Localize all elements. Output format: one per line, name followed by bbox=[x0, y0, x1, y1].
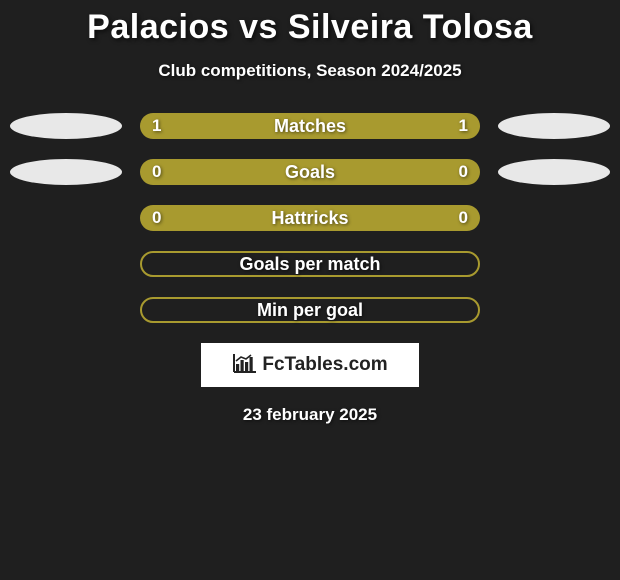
stat-row: 0 Goals 0 bbox=[0, 159, 620, 185]
logo-text: FcTables.com bbox=[262, 354, 387, 376]
stat-row: Goals per match bbox=[0, 251, 620, 277]
stat-bar: 1 Matches 1 bbox=[140, 113, 480, 139]
stat-value-right: 1 bbox=[459, 116, 468, 136]
player-ellipse-left bbox=[10, 159, 122, 185]
spacer bbox=[498, 297, 610, 323]
spacer bbox=[498, 205, 610, 231]
date-label: 23 february 2025 bbox=[0, 405, 620, 425]
stat-bar: 0 Goals 0 bbox=[140, 159, 480, 185]
page-title: Palacios vs Silveira Tolosa bbox=[0, 8, 620, 47]
spacer bbox=[10, 251, 122, 277]
stat-rows: 1 Matches 1 0 Goals 0 0 Hattricks 0 Goals per mat… bbox=[0, 113, 620, 323]
stat-label: Min per goal bbox=[257, 300, 363, 321]
stat-bar: 0 Hattricks 0 bbox=[140, 205, 480, 231]
bar-chart-icon bbox=[232, 352, 258, 379]
stat-row: 1 Matches 1 bbox=[0, 113, 620, 139]
comparison-infographic: Palacios vs Silveira Tolosa Club competi… bbox=[0, 0, 620, 425]
stat-label: Goals per match bbox=[239, 254, 380, 275]
logo-box: FcTables.com bbox=[201, 343, 419, 387]
stat-label: Matches bbox=[274, 116, 346, 137]
spacer bbox=[10, 297, 122, 323]
player-ellipse-right bbox=[498, 113, 610, 139]
stat-label: Hattricks bbox=[271, 208, 348, 229]
stat-value-left: 1 bbox=[152, 116, 161, 136]
player-ellipse-right bbox=[498, 159, 610, 185]
stat-value-right: 0 bbox=[459, 208, 468, 228]
player-ellipse-left bbox=[10, 113, 122, 139]
spacer bbox=[10, 205, 122, 231]
stat-row: Min per goal bbox=[0, 297, 620, 323]
stat-bar: Goals per match bbox=[140, 251, 480, 277]
subtitle: Club competitions, Season 2024/2025 bbox=[0, 61, 620, 81]
stat-value-left: 0 bbox=[152, 162, 161, 182]
stat-row: 0 Hattricks 0 bbox=[0, 205, 620, 231]
stat-label: Goals bbox=[285, 162, 335, 183]
stat-value-left: 0 bbox=[152, 208, 161, 228]
spacer bbox=[498, 251, 610, 277]
stat-value-right: 0 bbox=[459, 162, 468, 182]
stat-bar: Min per goal bbox=[140, 297, 480, 323]
